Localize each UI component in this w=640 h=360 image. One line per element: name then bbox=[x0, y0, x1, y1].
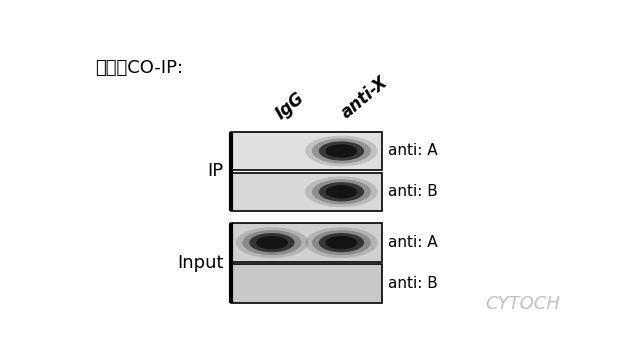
Ellipse shape bbox=[326, 185, 357, 199]
Text: anti-X: anti-X bbox=[337, 73, 391, 122]
Text: anti: A: anti: A bbox=[388, 144, 438, 158]
Ellipse shape bbox=[326, 236, 357, 249]
Text: IP: IP bbox=[207, 162, 223, 180]
Text: anti: B: anti: B bbox=[388, 276, 438, 291]
Ellipse shape bbox=[319, 182, 364, 202]
Text: 内源性CO-IP:: 内源性CO-IP: bbox=[95, 59, 184, 77]
Ellipse shape bbox=[305, 176, 378, 207]
Ellipse shape bbox=[312, 179, 371, 204]
Ellipse shape bbox=[243, 230, 301, 255]
Ellipse shape bbox=[256, 236, 288, 249]
Ellipse shape bbox=[236, 227, 308, 258]
Ellipse shape bbox=[249, 233, 294, 252]
Text: CYTOCH: CYTOCH bbox=[486, 295, 561, 313]
Ellipse shape bbox=[326, 144, 357, 158]
Bar bbox=[231, 172, 382, 211]
Ellipse shape bbox=[312, 230, 371, 255]
Bar bbox=[231, 132, 382, 170]
Ellipse shape bbox=[305, 227, 378, 258]
Text: anti: A: anti: A bbox=[388, 235, 438, 250]
Ellipse shape bbox=[312, 139, 371, 163]
Ellipse shape bbox=[319, 141, 364, 161]
Bar bbox=[231, 223, 382, 262]
Text: anti: B: anti: B bbox=[388, 184, 438, 199]
Bar bbox=[231, 264, 382, 303]
Ellipse shape bbox=[305, 136, 378, 166]
Text: Input: Input bbox=[177, 254, 223, 272]
Text: IgG: IgG bbox=[272, 89, 308, 122]
Ellipse shape bbox=[319, 233, 364, 252]
